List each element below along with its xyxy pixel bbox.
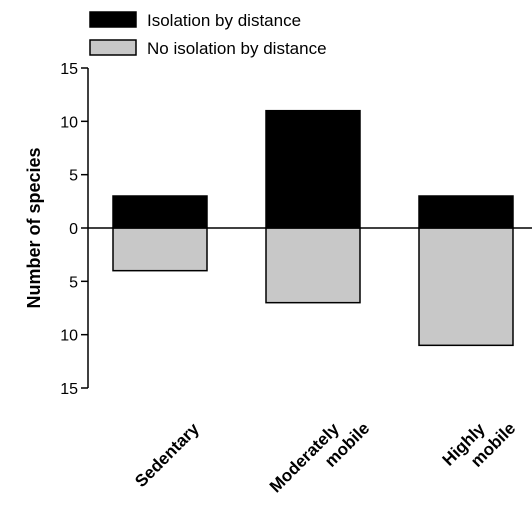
y-axis: 15 10 5 0 5 10 15: [60, 61, 89, 398]
category-labels: Sedentary Moderatelymobile Highlymobile: [131, 404, 520, 511]
category-label: Sedentary: [131, 419, 203, 491]
category-label: Highlymobile: [439, 404, 520, 485]
y-tick-label: 5: [69, 274, 78, 291]
legend: Isolation by distance No isolation by dis…: [89, 11, 327, 58]
y-tick-label: 10: [60, 114, 78, 131]
legend-label: Isolation by distance: [147, 11, 301, 30]
y-tick-label: 10: [60, 328, 78, 345]
bar-isolation-2: [418, 195, 514, 229]
category-label: Moderatelymobile: [266, 404, 373, 511]
y-tick-label: 15: [60, 61, 78, 78]
y-axis-label: Number of species: [24, 147, 44, 308]
legend-label: No isolation by distance: [147, 39, 327, 58]
y-tick-label: 0: [69, 221, 78, 238]
bar-isolation-0: [112, 195, 208, 229]
y-tick-label: 15: [60, 381, 78, 398]
bar-no-isolation-1: [265, 227, 361, 304]
y-tick-label: 5: [69, 168, 78, 185]
bars: [88, 109, 532, 347]
category-label-line: Sedentary: [131, 419, 203, 491]
bar-isolation-1: [265, 109, 361, 229]
legend-swatch: [89, 11, 137, 28]
bar-no-isolation-2: [418, 227, 514, 347]
bar-no-isolation-0: [112, 227, 208, 272]
legend-swatch: [89, 39, 137, 56]
